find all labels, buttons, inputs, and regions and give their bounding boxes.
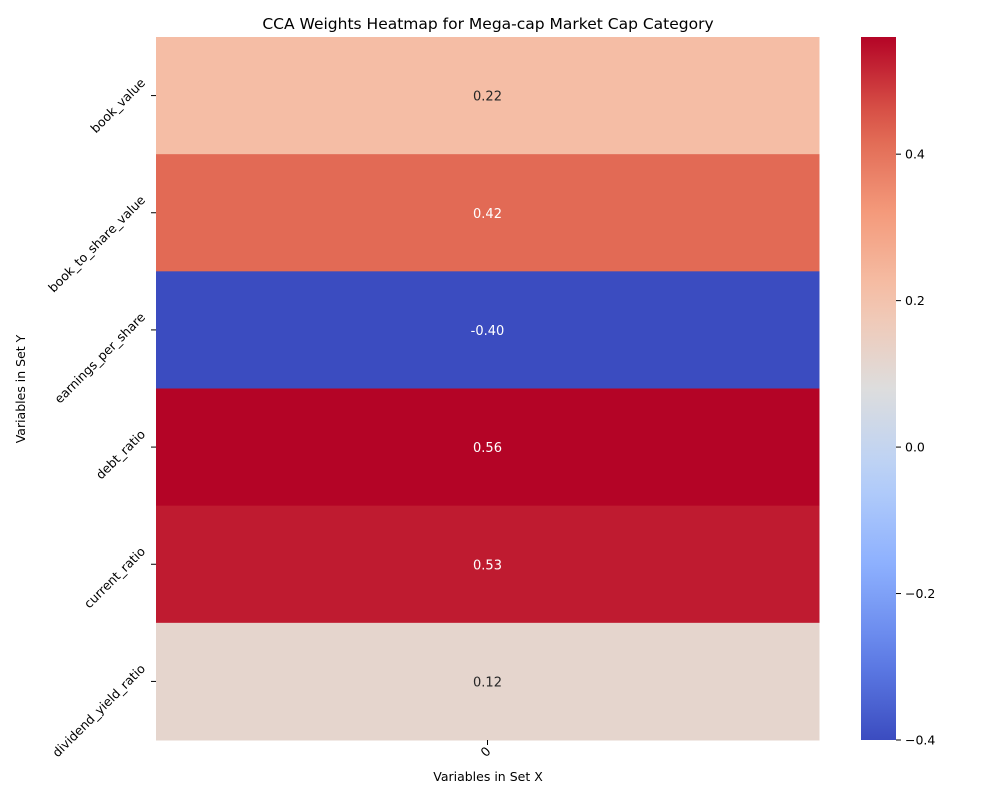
colorbar: −0.4 −0.2 0.0 0.2 0.4: [861, 37, 935, 748]
y-axis-label: Variables in Set Y: [13, 334, 28, 443]
y-tick-label: book_value: [87, 75, 148, 136]
heatmap-cell: [156, 388, 820, 507]
heatmap-cell: [156, 154, 820, 272]
y-tick-label: current_ratio: [81, 544, 148, 611]
cell-value-label: 0.12: [473, 675, 502, 690]
y-tick-label: dividend_yield_ratio: [49, 661, 148, 760]
cell-value-label: 0.22: [473, 90, 502, 105]
y-tick-label: book_to_share_value: [45, 192, 148, 295]
heatmap-cell: [156, 37, 820, 155]
cell-value-label: 0.42: [473, 207, 502, 222]
y-tick-label: debt_ratio: [93, 427, 149, 483]
heatmap-cell: [156, 505, 820, 624]
x-axis-label: Variables in Set X: [433, 769, 543, 784]
y-axis-ticks: book_value book_to_share_value earnings_pe…: [45, 75, 156, 760]
cell-value-label: 0.56: [473, 441, 502, 456]
colorbar-tick-label: 0.2: [905, 293, 925, 308]
colorbar-tick-label: 0.4: [905, 147, 925, 162]
heatmap-cells: 0.22 0.42 -0.40 0.56 0.53 0.12: [156, 37, 820, 741]
cell-value-label: 0.53: [473, 558, 502, 573]
heatmap-cell: [156, 271, 820, 389]
x-axis-ticks: 0: [477, 740, 494, 760]
cell-value-label: -0.40: [471, 324, 505, 339]
colorbar-gradient: [861, 37, 896, 740]
colorbar-tick-label: 0.0: [905, 440, 925, 455]
chart-title: CCA Weights Heatmap for Mega-cap Market …: [262, 15, 713, 33]
heatmap-cell: [156, 622, 820, 741]
x-tick-label: 0: [477, 743, 493, 759]
y-tick-label: earnings_per_share: [51, 309, 148, 406]
colorbar-tick-label: −0.4: [905, 733, 935, 748]
colorbar-tick-label: −0.2: [905, 586, 935, 601]
